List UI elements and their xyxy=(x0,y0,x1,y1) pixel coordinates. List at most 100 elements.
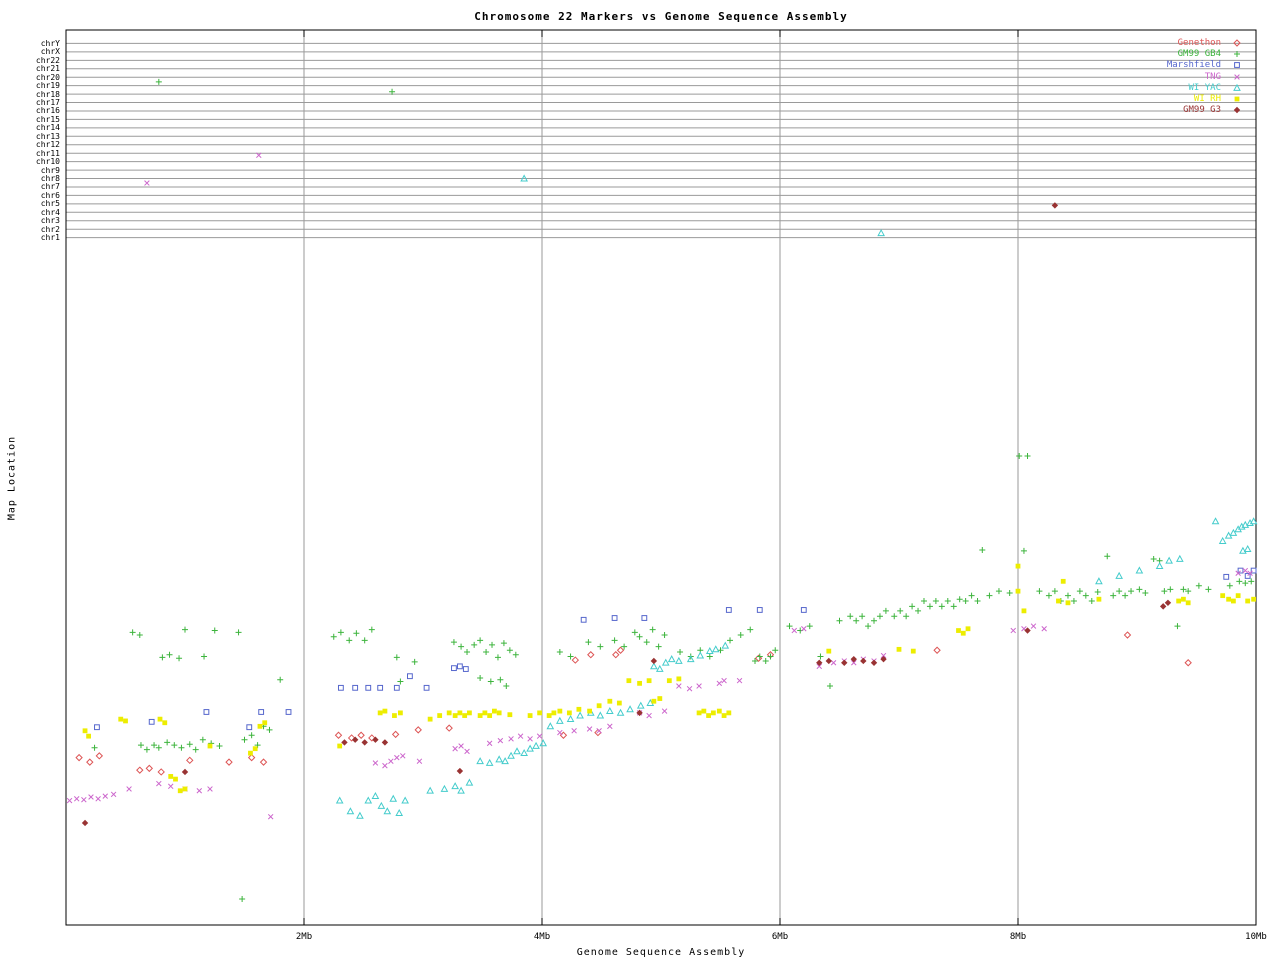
data-point-marker xyxy=(411,658,418,665)
data-point-marker xyxy=(666,678,672,684)
data-point-marker xyxy=(377,710,383,716)
series-tng xyxy=(66,152,1253,820)
data-point-marker xyxy=(335,796,344,804)
data-point-marker xyxy=(464,649,471,656)
data-point-marker xyxy=(118,716,124,722)
data-point-marker xyxy=(196,787,203,794)
data-point-marker xyxy=(1104,553,1111,560)
data-point-marker xyxy=(696,651,705,659)
data-point-marker xyxy=(880,652,887,659)
x-axis-tick-label: 6Mb xyxy=(771,932,789,942)
data-point-marker xyxy=(1242,567,1249,574)
data-point-marker xyxy=(397,678,404,685)
data-point-marker xyxy=(1095,577,1103,585)
data-point-marker xyxy=(641,615,648,621)
data-point-marker xyxy=(721,713,727,718)
legend-entry: TNG xyxy=(1167,71,1244,82)
data-point-marker xyxy=(571,656,580,664)
data-point-marker xyxy=(467,710,472,716)
data-point-marker xyxy=(351,736,359,743)
data-point-marker xyxy=(341,739,348,746)
series-genethon xyxy=(75,631,1192,776)
data-point-marker xyxy=(377,684,384,691)
x-axis-tick-label: 8Mb xyxy=(1009,932,1027,942)
data-point-marker xyxy=(382,708,388,714)
data-point-marker xyxy=(364,796,373,804)
data-point-marker xyxy=(368,734,376,742)
data-point-marker xyxy=(252,746,258,752)
y-axis-chromosome-label: chr21 xyxy=(35,64,60,74)
y-axis-chromosome-label: chr12 xyxy=(35,140,60,150)
data-point-marker xyxy=(462,713,468,718)
data-point-marker xyxy=(536,733,543,739)
legend: Genethon GM99 GB4 Marshfield TNG WI YAC WI RH… xyxy=(1167,37,1244,116)
data-point-marker xyxy=(465,778,474,786)
data-point-marker xyxy=(95,796,101,802)
data-point-marker xyxy=(612,651,620,659)
data-point-marker xyxy=(346,807,355,815)
data-point-marker xyxy=(182,626,188,633)
data-point-marker xyxy=(487,678,494,685)
data-point-marker xyxy=(239,896,246,903)
data-point-marker xyxy=(979,546,986,553)
data-point-marker xyxy=(1142,589,1149,596)
data-point-marker xyxy=(571,728,577,734)
data-point-marker xyxy=(956,628,961,633)
data-point-marker xyxy=(636,633,643,640)
data-point-marker xyxy=(81,796,87,803)
y-axis-chromosome-label: chr9 xyxy=(40,165,60,175)
data-point-marker xyxy=(817,653,824,660)
y-axis-chromosome-label: chr15 xyxy=(35,114,60,124)
data-point-marker xyxy=(155,78,162,85)
data-point-marker xyxy=(136,766,144,774)
data-point-marker xyxy=(1060,578,1066,584)
data-point-marker xyxy=(826,648,832,654)
data-point-marker xyxy=(248,750,253,756)
x-cross-marker-icon xyxy=(1234,73,1240,80)
data-point-marker xyxy=(171,742,178,749)
data-point-marker xyxy=(1045,592,1052,599)
data-point-marker xyxy=(506,647,513,654)
data-point-marker xyxy=(850,655,857,663)
data-point-marker xyxy=(207,743,213,749)
data-point-marker xyxy=(501,757,509,765)
data-point-marker xyxy=(1247,570,1253,577)
data-point-marker xyxy=(186,756,194,765)
data-point-marker xyxy=(607,698,613,704)
data-point-marker xyxy=(259,758,268,766)
data-point-marker xyxy=(1230,598,1236,604)
data-point-marker xyxy=(246,724,253,731)
data-point-marker xyxy=(686,655,695,663)
data-point-marker xyxy=(1116,588,1123,595)
data-point-marker xyxy=(1239,546,1247,554)
data-point-marker xyxy=(157,716,163,722)
data-point-marker xyxy=(151,742,158,749)
data-point-marker xyxy=(737,632,744,639)
data-point-marker xyxy=(1070,598,1077,605)
data-point-marker xyxy=(557,708,563,714)
data-point-marker xyxy=(1226,596,1232,602)
legend-label: WI YAC xyxy=(1188,82,1221,93)
data-point-marker xyxy=(216,743,223,749)
open-square-marker-icon xyxy=(1234,62,1240,69)
data-point-marker xyxy=(452,713,458,718)
data-point-marker xyxy=(1015,563,1021,569)
data-point-marker xyxy=(717,647,724,654)
data-point-marker xyxy=(880,655,887,663)
plus-marker-icon xyxy=(1234,50,1240,57)
data-point-marker xyxy=(772,647,779,654)
data-point-marker xyxy=(181,768,189,776)
data-point-marker xyxy=(186,741,193,748)
data-point-marker xyxy=(1250,567,1257,574)
y-axis-chromosome-label: chr13 xyxy=(35,131,60,141)
series-wi-rh xyxy=(82,563,1257,794)
data-point-marker xyxy=(383,807,392,815)
data-point-marker xyxy=(1115,571,1123,579)
data-point-marker xyxy=(285,709,292,715)
data-point-marker xyxy=(166,651,173,658)
data-point-marker xyxy=(1020,547,1027,554)
series-wi-yac xyxy=(335,174,1258,819)
data-point-marker xyxy=(75,753,83,762)
data-point-marker xyxy=(416,758,423,764)
data-point-marker xyxy=(457,786,465,794)
